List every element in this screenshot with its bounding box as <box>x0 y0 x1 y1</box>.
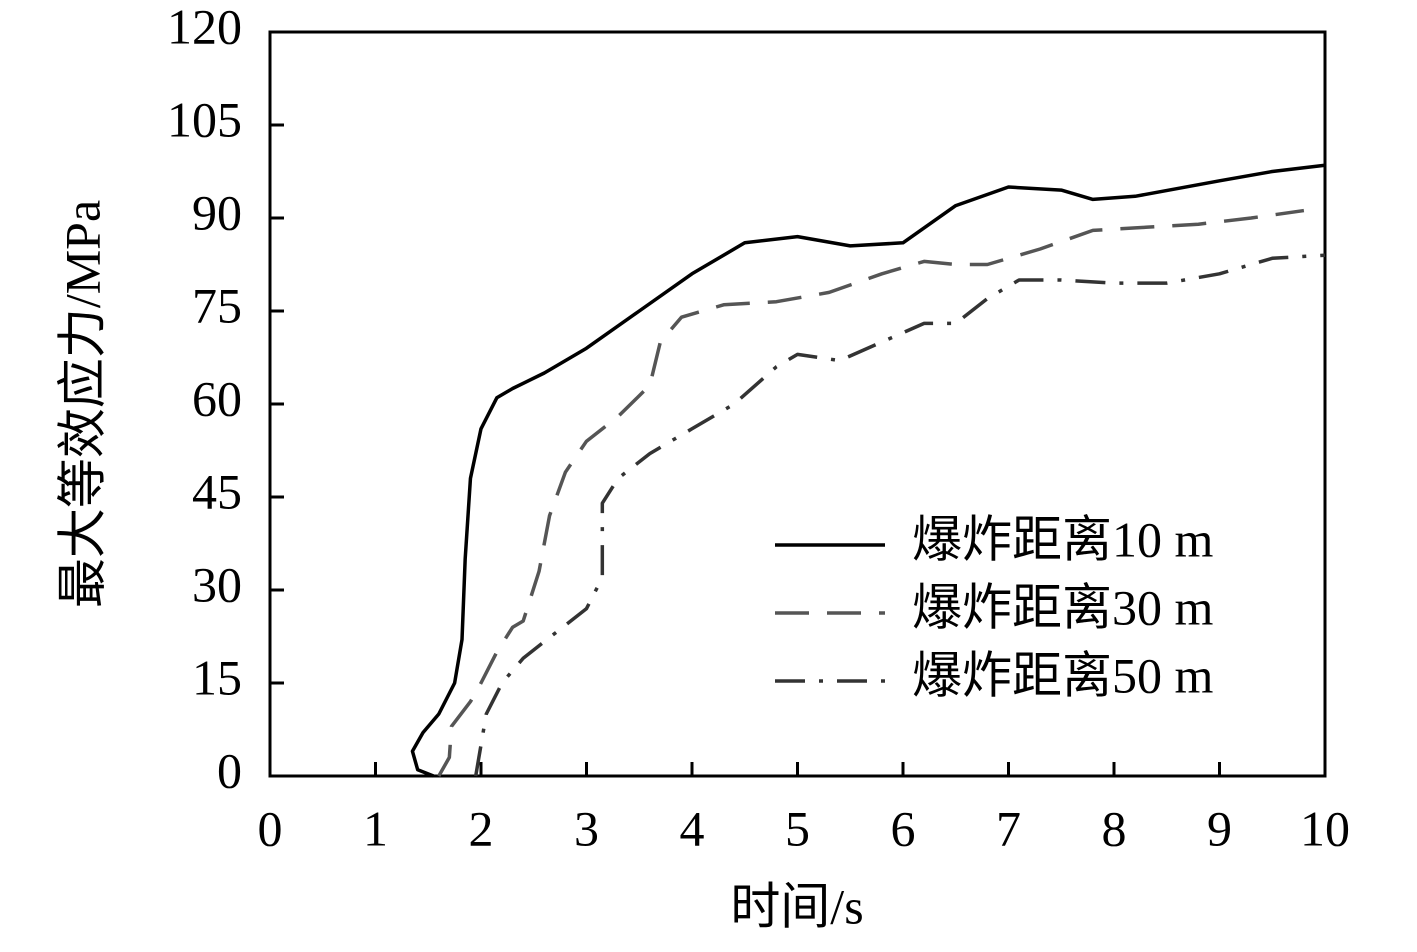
data-line <box>410 163 1326 778</box>
y-tick-label: 0 <box>217 742 242 798</box>
y-tick-label: 45 <box>192 463 242 519</box>
x-tick-label: 2 <box>469 800 494 856</box>
y-axis-label: 最大等效应力/MPa <box>54 200 110 608</box>
x-tick-label: 7 <box>996 800 1021 856</box>
x-tick-label: 8 <box>1102 800 1127 856</box>
legend-label: 爆炸距离10 m <box>912 511 1213 567</box>
y-tick-label: 15 <box>192 649 242 705</box>
x-tick-label: 4 <box>680 800 705 856</box>
y-tick-label: 30 <box>192 556 242 612</box>
y-tick-label: 75 <box>192 277 242 333</box>
x-tick-label: 3 <box>574 800 599 856</box>
x-tick-label: 1 <box>363 800 388 856</box>
data-line <box>473 253 1326 777</box>
x-tick-label: 0 <box>258 800 283 856</box>
y-tick-label: 105 <box>167 91 242 147</box>
y-tick-label: 120 <box>167 0 242 54</box>
legend-label: 爆炸距离50 m <box>912 647 1213 703</box>
y-tick-label: 90 <box>192 184 242 240</box>
x-tick-label: 6 <box>891 800 916 856</box>
legend-label: 爆炸距离30 m <box>912 579 1213 635</box>
x-tick-label: 10 <box>1300 800 1350 856</box>
data-line <box>437 208 1305 777</box>
x-axis-label: 时间/s <box>730 878 863 934</box>
y-tick-label: 60 <box>192 370 242 426</box>
x-tick-label: 9 <box>1207 800 1232 856</box>
x-tick-label: 5 <box>785 800 810 856</box>
